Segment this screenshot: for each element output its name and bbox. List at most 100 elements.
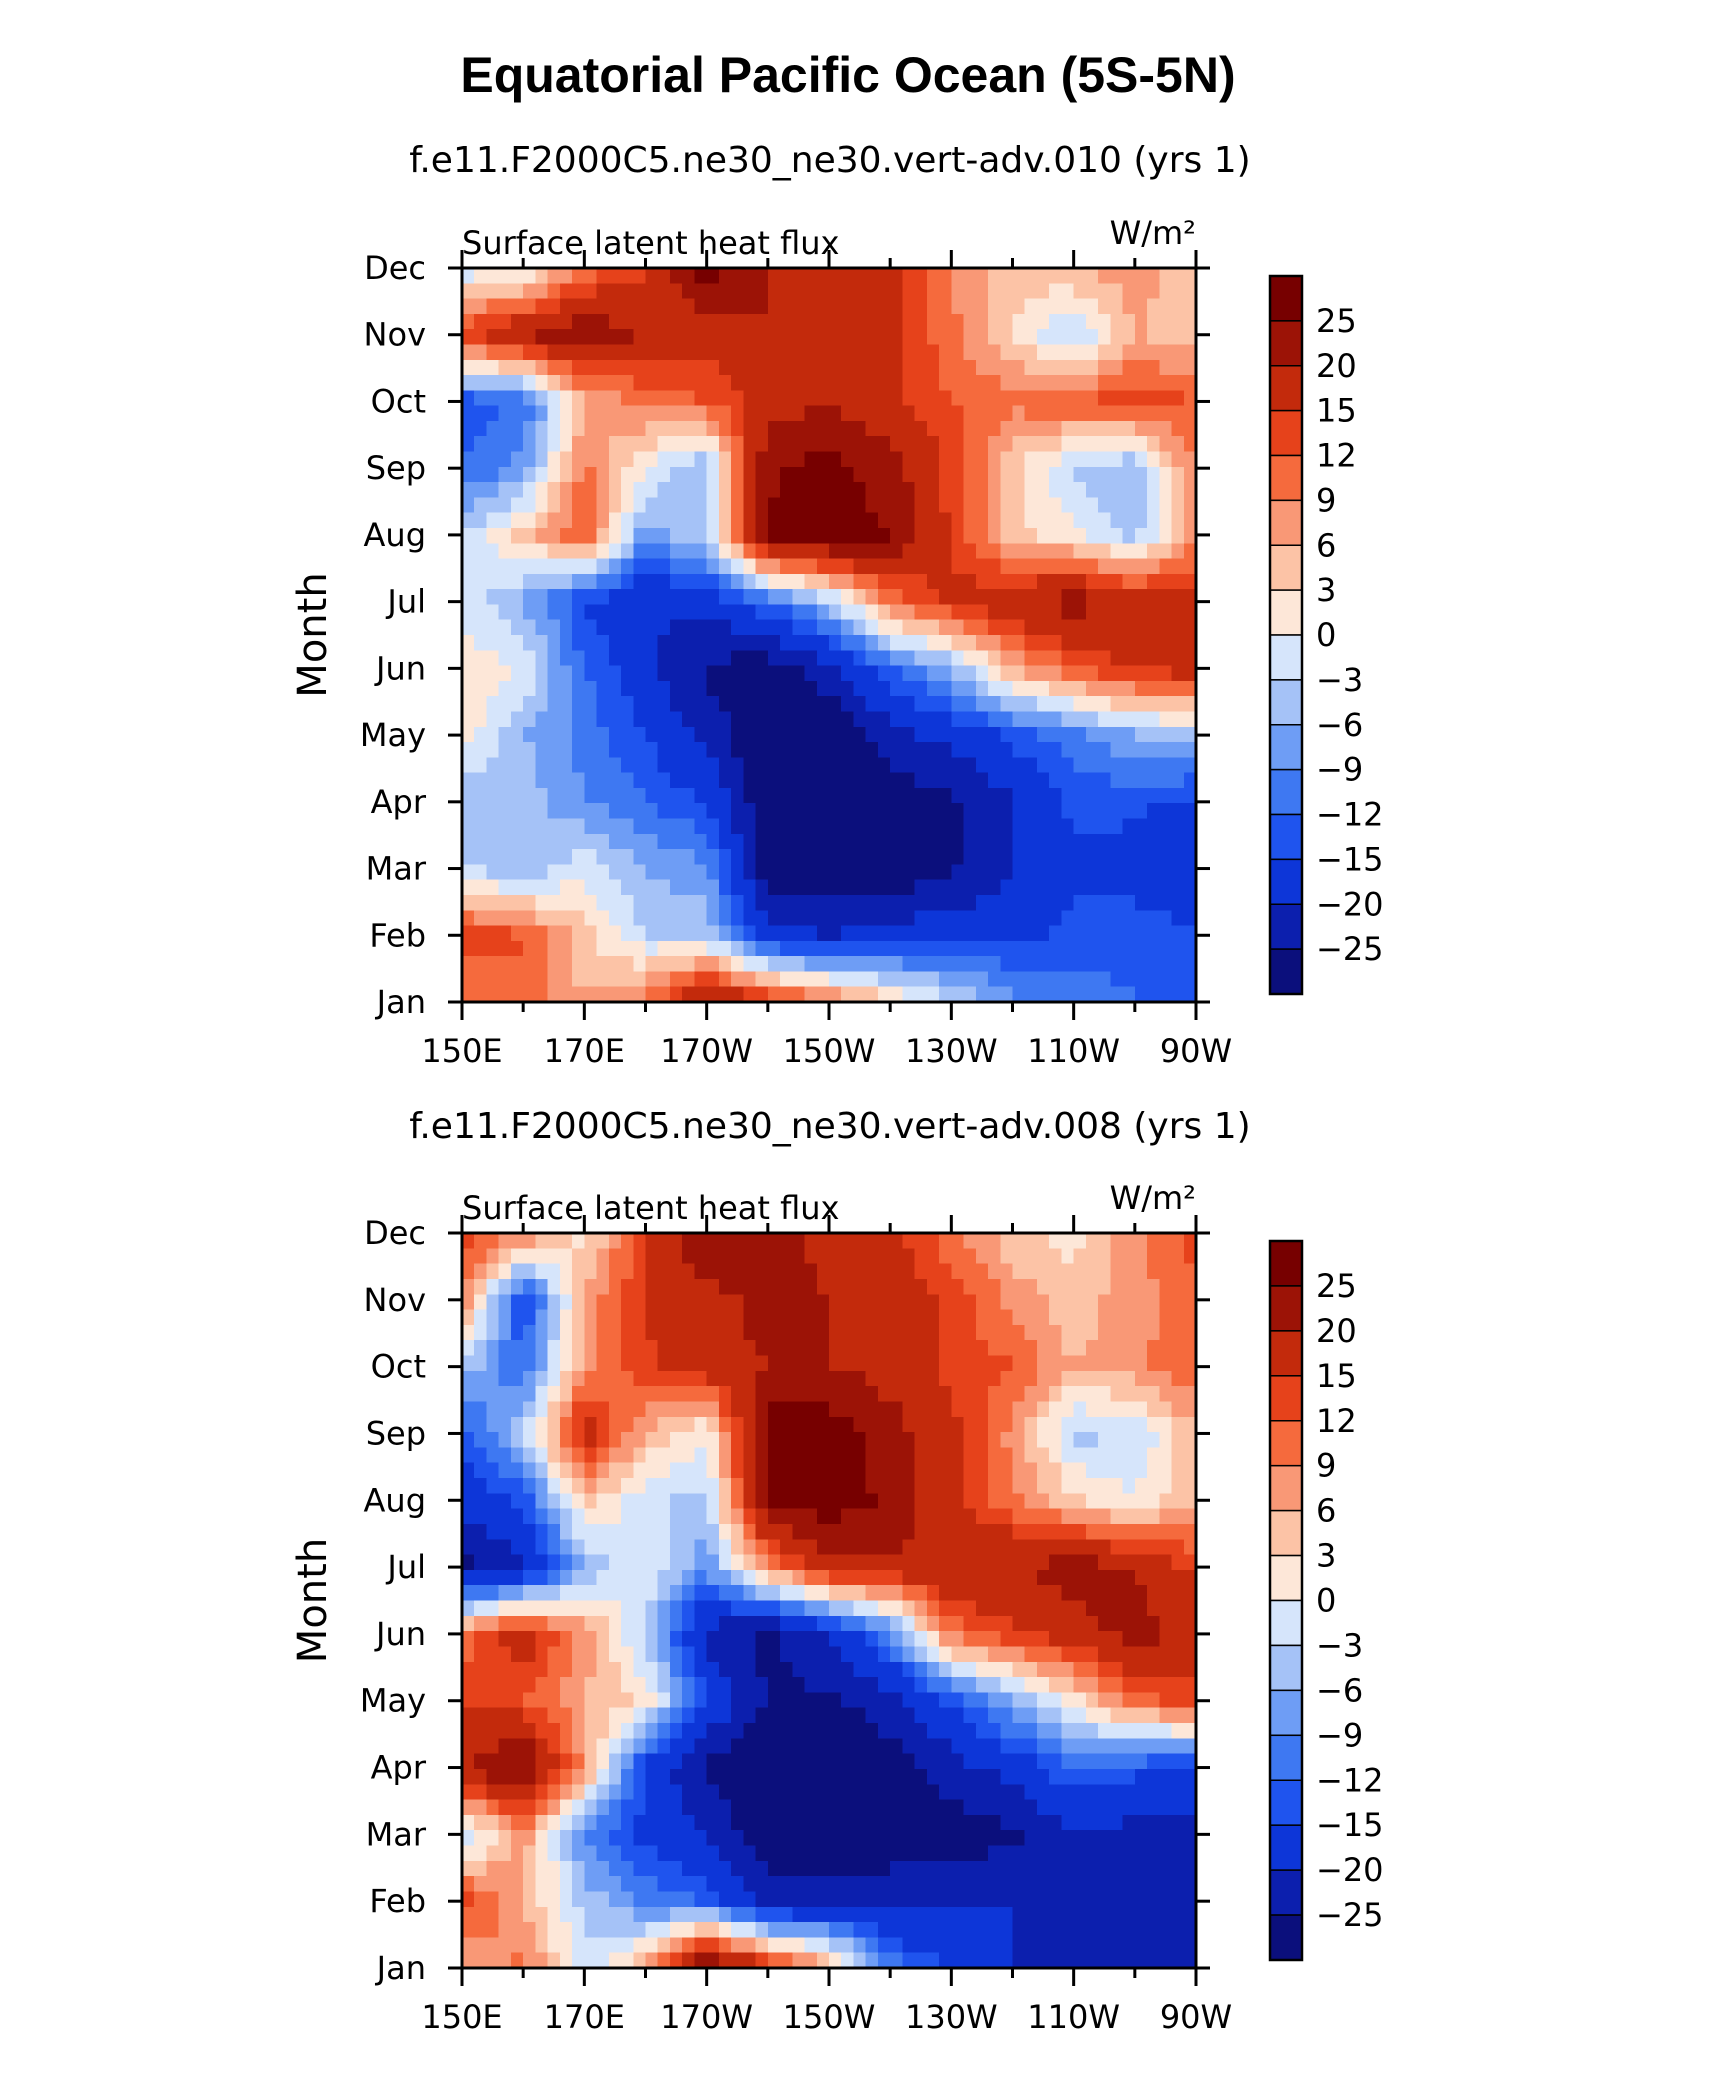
heatmap-cell [1147, 283, 1160, 300]
heatmap-cell [535, 604, 549, 621]
heatmap-cell [767, 772, 781, 789]
heatmap-cell [596, 1401, 610, 1418]
heatmap-cell [1171, 1508, 1185, 1525]
heatmap-cell [1085, 512, 1099, 529]
heatmap-cell [1122, 711, 1136, 728]
heatmap-cell [926, 329, 940, 346]
heatmap-cell [596, 680, 610, 697]
heatmap-cell [914, 390, 928, 407]
heatmap-cell [865, 482, 879, 498]
heatmap-cell [951, 527, 965, 544]
heatmap-cell [498, 864, 512, 881]
heatmap-cell [914, 451, 928, 468]
heatmap-cell [1061, 940, 1075, 957]
heatmap-cell [1134, 497, 1148, 514]
heatmap-cell [1110, 818, 1124, 835]
heatmap-cell [975, 787, 989, 804]
heatmap-cell [731, 1539, 744, 1556]
heatmap-cell [584, 482, 598, 498]
panels: f.e11.F2000C5.ne30_ne30.vert-adv.010 (yr… [290, 140, 1384, 2036]
heatmap-cell [829, 1523, 842, 1540]
heatmap-cell [804, 1585, 818, 1602]
heatmap-cell [596, 1309, 610, 1326]
heatmap-cell [731, 1554, 744, 1571]
heatmap-cell [535, 665, 549, 682]
heatmap-cell [975, 359, 989, 376]
heatmap-cell [731, 420, 744, 437]
heatmap-cell [743, 1615, 757, 1632]
heatmap-cell [523, 1278, 536, 1295]
heatmap-cell [951, 1248, 965, 1265]
heatmap-cell [1110, 451, 1124, 468]
heatmap-cell [988, 757, 1001, 774]
heatmap-cell [951, 1723, 965, 1739]
heatmap-cell [706, 604, 720, 621]
heatmap-cell [877, 879, 891, 896]
heatmap-cell [608, 1370, 622, 1387]
heatmap-cell [939, 1432, 952, 1448]
heatmap-cell [621, 1677, 634, 1693]
heatmap-cell [939, 1569, 952, 1586]
heatmap-cell [1012, 512, 1026, 529]
heatmap-cell [902, 512, 916, 529]
heatmap-cell [645, 1585, 659, 1602]
heatmap-cell [804, 1523, 818, 1540]
heatmap-cell [755, 711, 769, 728]
heatmap-cell [510, 665, 524, 682]
heatmap-cell [988, 1355, 1001, 1372]
heatmap-cell [608, 864, 622, 881]
heatmap-cell [584, 1661, 598, 1678]
heatmap-cell [596, 527, 610, 544]
heatmap-cell [1122, 1478, 1136, 1494]
heatmap-cell [584, 971, 598, 988]
heatmap-cell [694, 619, 708, 636]
heatmap-cell [902, 329, 916, 346]
heatmap-cell [951, 1401, 965, 1418]
heatmap-cell [1073, 1523, 1087, 1540]
heatmap-cell [1147, 466, 1160, 483]
heatmap-cell [951, 803, 965, 820]
heatmap-cell [853, 344, 867, 361]
heatmap-cell [694, 466, 708, 483]
heatmap-cell [486, 1340, 500, 1357]
heatmap-cell [572, 1416, 585, 1433]
heatmap-cell [669, 1600, 683, 1617]
heatmap-cell [1000, 757, 1014, 774]
heatmap-cell [510, 344, 524, 361]
heatmap-cell [1061, 1493, 1075, 1510]
heatmap-cell [731, 313, 744, 330]
heatmap-cell [816, 1309, 830, 1326]
heatmap-cell [718, 879, 732, 896]
heatmap-cell [498, 1447, 512, 1464]
heatmap-cell [780, 436, 793, 453]
heatmap-cell [584, 925, 598, 942]
heatmap-cell [841, 1370, 855, 1387]
heatmap-cell [608, 940, 622, 957]
heatmap-cell [1073, 1585, 1087, 1602]
heatmap-cell [975, 1248, 989, 1265]
heatmap-cell [731, 787, 744, 804]
heatmap-cell [865, 451, 879, 468]
heatmap-cell [657, 1309, 671, 1326]
heatmap-cell [1000, 1723, 1014, 1739]
heatmap-cell [694, 1278, 708, 1295]
heatmap-cell [523, 986, 536, 1003]
heatmap-cell [1085, 818, 1099, 835]
heatmap-cell [523, 1646, 536, 1663]
heatmap-cell [853, 803, 867, 820]
heatmap-cell [963, 1370, 977, 1387]
heatmap-cell [926, 558, 940, 575]
heatmap-cell [645, 283, 659, 300]
heatmap-cell [988, 1692, 1001, 1709]
heatmap-cell [669, 390, 683, 407]
colorbar-frame [1268, 274, 1304, 996]
heatmap-cell [865, 696, 879, 713]
heatmap-cell [1183, 619, 1197, 636]
heatmap-cell [951, 894, 965, 911]
heatmap-cell [731, 1324, 744, 1341]
heatmap-cell [865, 1508, 879, 1525]
heatmap-cell [841, 879, 855, 896]
heatmap-cell [669, 1370, 683, 1387]
heatmap-cell [853, 986, 867, 1003]
heatmap-cell [682, 1523, 696, 1540]
